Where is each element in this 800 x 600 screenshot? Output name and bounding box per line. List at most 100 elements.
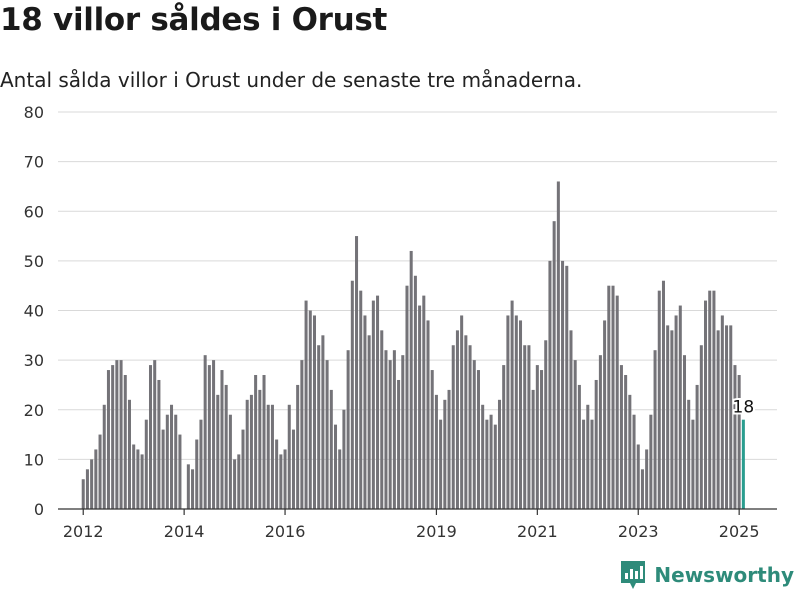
y-tick-label: 30 xyxy=(24,351,44,370)
bar xyxy=(678,305,682,509)
bar xyxy=(716,330,720,509)
bar xyxy=(312,315,316,509)
x-tick-label: 2012 xyxy=(63,522,104,541)
bar xyxy=(657,290,661,509)
bar xyxy=(245,399,249,509)
bar xyxy=(552,221,556,510)
bar xyxy=(296,384,300,509)
bar xyxy=(367,335,371,509)
bar xyxy=(704,300,708,509)
bar xyxy=(447,389,451,509)
bar xyxy=(720,315,724,509)
y-tick-label: 0 xyxy=(34,500,44,519)
bar xyxy=(153,360,157,509)
bar xyxy=(111,365,115,509)
y-axis-ticks: 0 10 20 30 40 50 60 70 80 xyxy=(24,103,44,519)
bar xyxy=(455,330,459,509)
bar xyxy=(640,469,644,509)
bar xyxy=(186,464,190,509)
bar xyxy=(737,375,741,509)
bar xyxy=(405,285,409,509)
bar xyxy=(725,325,729,509)
bar xyxy=(304,300,308,509)
bar xyxy=(174,414,178,509)
bar xyxy=(476,370,480,509)
bar xyxy=(258,389,262,509)
bar xyxy=(270,404,274,509)
bar xyxy=(699,345,703,509)
bar xyxy=(598,355,602,509)
x-tick-label: 2025 xyxy=(719,522,760,541)
bar xyxy=(561,260,565,509)
bar xyxy=(590,419,594,509)
y-tick-label: 40 xyxy=(24,302,44,321)
bar xyxy=(300,360,304,509)
bar xyxy=(224,384,228,509)
bar xyxy=(674,315,678,509)
bar xyxy=(127,399,131,509)
bar xyxy=(548,260,552,509)
bar xyxy=(266,404,270,509)
bar xyxy=(418,305,422,509)
bar xyxy=(178,434,182,509)
bar xyxy=(708,290,712,509)
bar xyxy=(279,454,283,509)
newsworthy-logo[interactable]: Newsworthy xyxy=(620,560,794,590)
bar xyxy=(212,360,216,509)
bar xyxy=(165,414,169,509)
bar xyxy=(123,375,127,509)
bar xyxy=(510,300,514,509)
bar xyxy=(170,404,174,509)
bar xyxy=(645,449,649,509)
bar xyxy=(144,419,148,509)
bar xyxy=(161,429,165,509)
bar xyxy=(695,384,699,509)
bar xyxy=(359,290,363,509)
bar xyxy=(565,265,569,509)
bar xyxy=(376,295,380,509)
x-tick-label: 2016 xyxy=(265,522,306,541)
bar xyxy=(115,360,119,509)
bar xyxy=(624,375,628,509)
x-tick-label: 2023 xyxy=(618,522,659,541)
bar xyxy=(81,479,85,509)
bar xyxy=(321,335,325,509)
bar xyxy=(573,360,577,509)
bar xyxy=(628,394,632,509)
bar xyxy=(283,449,287,509)
bar xyxy=(497,399,502,509)
bar xyxy=(371,300,375,509)
bar xyxy=(422,295,426,509)
bar xyxy=(148,365,153,509)
bar xyxy=(203,355,207,509)
bar xyxy=(333,424,338,509)
x-tick-label: 2019 xyxy=(416,522,457,541)
bar xyxy=(544,340,548,509)
bar xyxy=(401,355,405,509)
bar xyxy=(430,370,434,509)
bar xyxy=(670,330,674,509)
bar xyxy=(317,345,321,509)
bar xyxy=(611,285,615,509)
bar xyxy=(519,320,523,509)
bar xyxy=(661,280,665,509)
bar xyxy=(556,181,560,509)
y-tick-label: 60 xyxy=(24,202,44,221)
bar xyxy=(342,409,346,509)
bar xyxy=(540,370,544,509)
bar xyxy=(102,404,106,509)
bar xyxy=(653,350,657,509)
bar xyxy=(241,429,245,509)
bar xyxy=(439,419,443,509)
bar xyxy=(308,310,312,509)
bar xyxy=(632,414,636,509)
bar xyxy=(329,389,333,509)
bar xyxy=(220,370,224,509)
bar xyxy=(485,419,489,509)
bar xyxy=(291,429,295,509)
bar xyxy=(388,360,392,509)
x-axis: 2012 2014 2016 2019 2021 2023 2025 xyxy=(58,508,777,541)
bar-highlighted xyxy=(741,419,745,509)
bar xyxy=(531,389,535,509)
